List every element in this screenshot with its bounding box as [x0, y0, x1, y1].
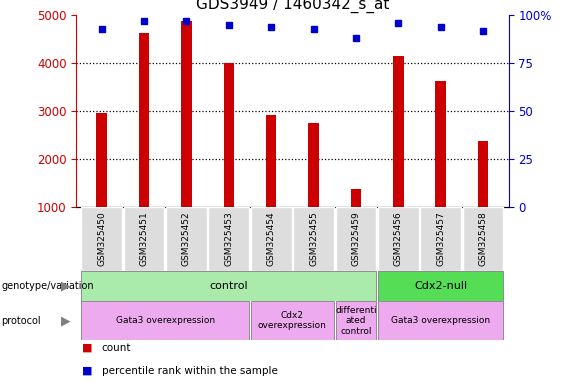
Bar: [478, 141, 488, 207]
Text: GSM325453: GSM325453: [224, 212, 233, 266]
Text: Cdx2
overexpression: Cdx2 overexpression: [258, 311, 327, 330]
Bar: [124, 207, 164, 271]
Bar: [463, 207, 503, 271]
Bar: [97, 113, 107, 207]
Text: ■: ■: [82, 366, 93, 376]
Text: percentile rank within the sample: percentile rank within the sample: [102, 366, 277, 376]
Text: GSM325459: GSM325459: [351, 212, 360, 266]
Text: Gata3 overexpression: Gata3 overexpression: [391, 316, 490, 325]
Bar: [308, 123, 319, 207]
Text: ▶: ▶: [61, 314, 71, 327]
Bar: [81, 301, 249, 340]
Bar: [436, 81, 446, 207]
Bar: [351, 189, 361, 207]
Bar: [336, 207, 376, 271]
Text: GSM325450: GSM325450: [97, 212, 106, 266]
Title: GDS3949 / 1460342_s_at: GDS3949 / 1460342_s_at: [195, 0, 389, 13]
Bar: [166, 207, 207, 271]
Bar: [224, 63, 234, 207]
Bar: [378, 301, 503, 340]
Bar: [420, 207, 461, 271]
Bar: [251, 301, 334, 340]
Text: ■: ■: [82, 343, 93, 353]
Bar: [81, 271, 376, 301]
Bar: [266, 115, 276, 207]
Text: GSM325457: GSM325457: [436, 212, 445, 266]
Bar: [208, 207, 249, 271]
Text: GSM325455: GSM325455: [309, 212, 318, 266]
Text: GSM325454: GSM325454: [267, 212, 276, 266]
Bar: [181, 21, 192, 207]
Bar: [251, 207, 292, 271]
Bar: [139, 33, 149, 207]
Bar: [336, 301, 376, 340]
Bar: [393, 56, 403, 207]
Bar: [81, 207, 122, 271]
Bar: [378, 271, 503, 301]
Text: GSM325452: GSM325452: [182, 212, 191, 266]
Bar: [293, 207, 334, 271]
Text: Gata3 overexpression: Gata3 overexpression: [116, 316, 215, 325]
Bar: [378, 207, 419, 271]
Text: control: control: [210, 281, 248, 291]
Text: protocol: protocol: [1, 316, 41, 326]
Text: ▶: ▶: [61, 280, 71, 293]
Text: GSM325458: GSM325458: [479, 212, 488, 266]
Text: GSM325456: GSM325456: [394, 212, 403, 266]
Text: differenti
ated
control: differenti ated control: [335, 306, 377, 336]
Text: Cdx2-null: Cdx2-null: [414, 281, 467, 291]
Text: genotype/variation: genotype/variation: [1, 281, 94, 291]
Text: count: count: [102, 343, 131, 353]
Text: GSM325451: GSM325451: [140, 212, 149, 266]
